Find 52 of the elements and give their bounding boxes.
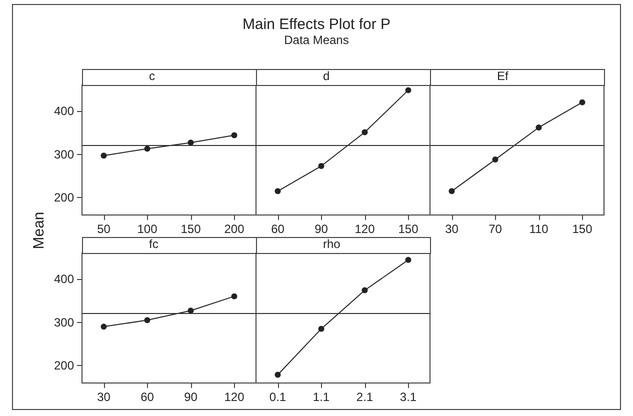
point [144, 317, 150, 324]
y-tick-label: 400 [54, 104, 74, 118]
point [405, 256, 412, 263]
y-tick-label: 300 [54, 147, 74, 162]
x-tick-label: 120 [224, 390, 245, 404]
x-tick-label: 2.1 [356, 390, 374, 404]
point [362, 129, 368, 136]
x-tick-label: 50 [97, 222, 111, 236]
point [318, 163, 324, 170]
x-tick-label: 120 [354, 222, 376, 236]
x-tick-label: 30 [445, 222, 459, 236]
point [492, 156, 498, 163]
x-tick-label: 100 [137, 222, 158, 236]
point [405, 87, 412, 94]
x-tick-label: 3.1 [400, 390, 417, 404]
chart-subtitle: Data Means [283, 33, 350, 47]
y-tick-label: 200 [54, 358, 74, 373]
x-tick-label: 150 [398, 222, 419, 236]
x-tick-label: 60 [271, 222, 285, 236]
y-tick-label: 400 [54, 272, 74, 286]
x-axis-title: rho [323, 237, 341, 251]
x-tick-label: 0.1 [269, 390, 286, 404]
point [579, 99, 586, 106]
point [448, 188, 455, 194]
y-tick-label: 300 [54, 315, 74, 330]
x-axis-title: c [149, 69, 155, 83]
x-tick-label: 150 [572, 222, 593, 236]
x-tick-label: 70 [488, 222, 502, 236]
y-tick-label: 200 [54, 190, 74, 205]
point [100, 324, 107, 330]
x-tick-label: 150 [180, 222, 202, 236]
x-axis-title: d [323, 69, 330, 83]
point [231, 293, 238, 300]
x-tick-label: 110 [529, 222, 549, 236]
point [100, 152, 107, 159]
point [318, 326, 324, 332]
x-tick-label: 60 [140, 390, 154, 404]
chart-title: Main Effects Plot for P [241, 16, 392, 33]
y-axis-title: Mean [30, 210, 48, 252]
point [144, 146, 150, 152]
x-tick-label: 30 [97, 390, 111, 404]
x-tick-label: 200 [224, 222, 245, 236]
point [274, 188, 281, 194]
x-tick-label: 1.1 [312, 390, 330, 404]
point [274, 372, 281, 378]
point [231, 132, 238, 138]
point [536, 124, 542, 130]
x-tick-label: 90 [314, 222, 328, 236]
x-axis-title: Ef [497, 69, 510, 83]
x-axis-title: fc [149, 237, 158, 251]
point [362, 287, 368, 294]
x-tick-label: 90 [184, 390, 198, 404]
